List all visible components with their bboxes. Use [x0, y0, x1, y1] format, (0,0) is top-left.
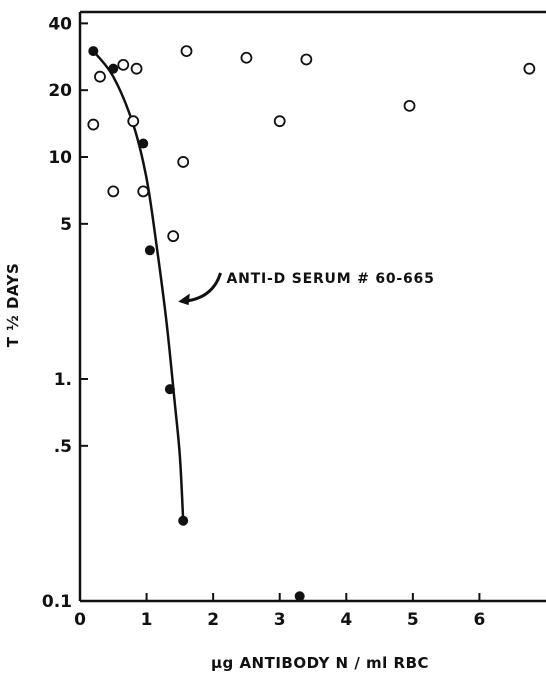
x-tick-label: 5: [407, 610, 419, 630]
filled-data-point: [294, 591, 305, 602]
open-data-point: [130, 62, 143, 75]
open-data-point: [167, 230, 180, 243]
y-tick-label: 1.: [54, 370, 72, 390]
x-axis-title: μg ANTIBODY N / ml RBC: [211, 654, 429, 672]
open-data-point: [87, 118, 100, 131]
y-axis-title: T ½ DAYS: [4, 263, 22, 348]
x-tick-label: 4: [340, 610, 352, 630]
open-data-point: [127, 115, 140, 128]
annotation-arrowhead: [178, 293, 190, 306]
open-data-point: [177, 156, 190, 168]
open-data-point: [403, 99, 416, 112]
y-tick-label: 5: [60, 215, 72, 235]
axes: [78, 10, 546, 603]
filled-data-point: [88, 46, 99, 57]
annotation-label: ANTI-D SERUM # 60-665: [227, 271, 435, 287]
fit-curve: [92, 50, 185, 521]
filled-data-point: [178, 515, 189, 526]
y-tick-label: 10: [48, 148, 72, 168]
fit-curve-layer: [92, 50, 185, 521]
filled-data-point: [108, 63, 119, 74]
y-tick-label: 20: [48, 81, 72, 101]
open-data-point: [180, 45, 193, 57]
y-tick-label: 40: [48, 14, 72, 34]
y-tick-label: .5: [54, 437, 72, 457]
annotation-layer: ANTI-D SERUM # 60-665: [178, 271, 435, 306]
ticks: 0 1 2 3 4 5 6 0.1 .5 1. 5 10 20 40: [42, 14, 485, 630]
x-tick-label: 1: [141, 610, 153, 630]
x-tick-label: 6: [474, 610, 486, 630]
open-data-point: [523, 62, 536, 75]
data-points: [87, 45, 536, 602]
open-data-point: [300, 53, 313, 66]
y-tick-label: 0.1: [42, 592, 72, 612]
open-data-point: [117, 58, 130, 71]
filled-data-point: [144, 245, 155, 256]
x-tick-label: 0: [74, 610, 86, 630]
filled-data-point: [164, 384, 175, 395]
open-data-point: [94, 70, 106, 83]
open-data-point: [273, 115, 286, 128]
x-tick-label: 2: [207, 610, 219, 630]
filled-data-point: [138, 138, 149, 149]
open-data-point: [240, 51, 253, 64]
x-tick-label: 3: [274, 610, 286, 630]
open-data-point: [137, 185, 150, 198]
open-data-point: [107, 185, 120, 198]
